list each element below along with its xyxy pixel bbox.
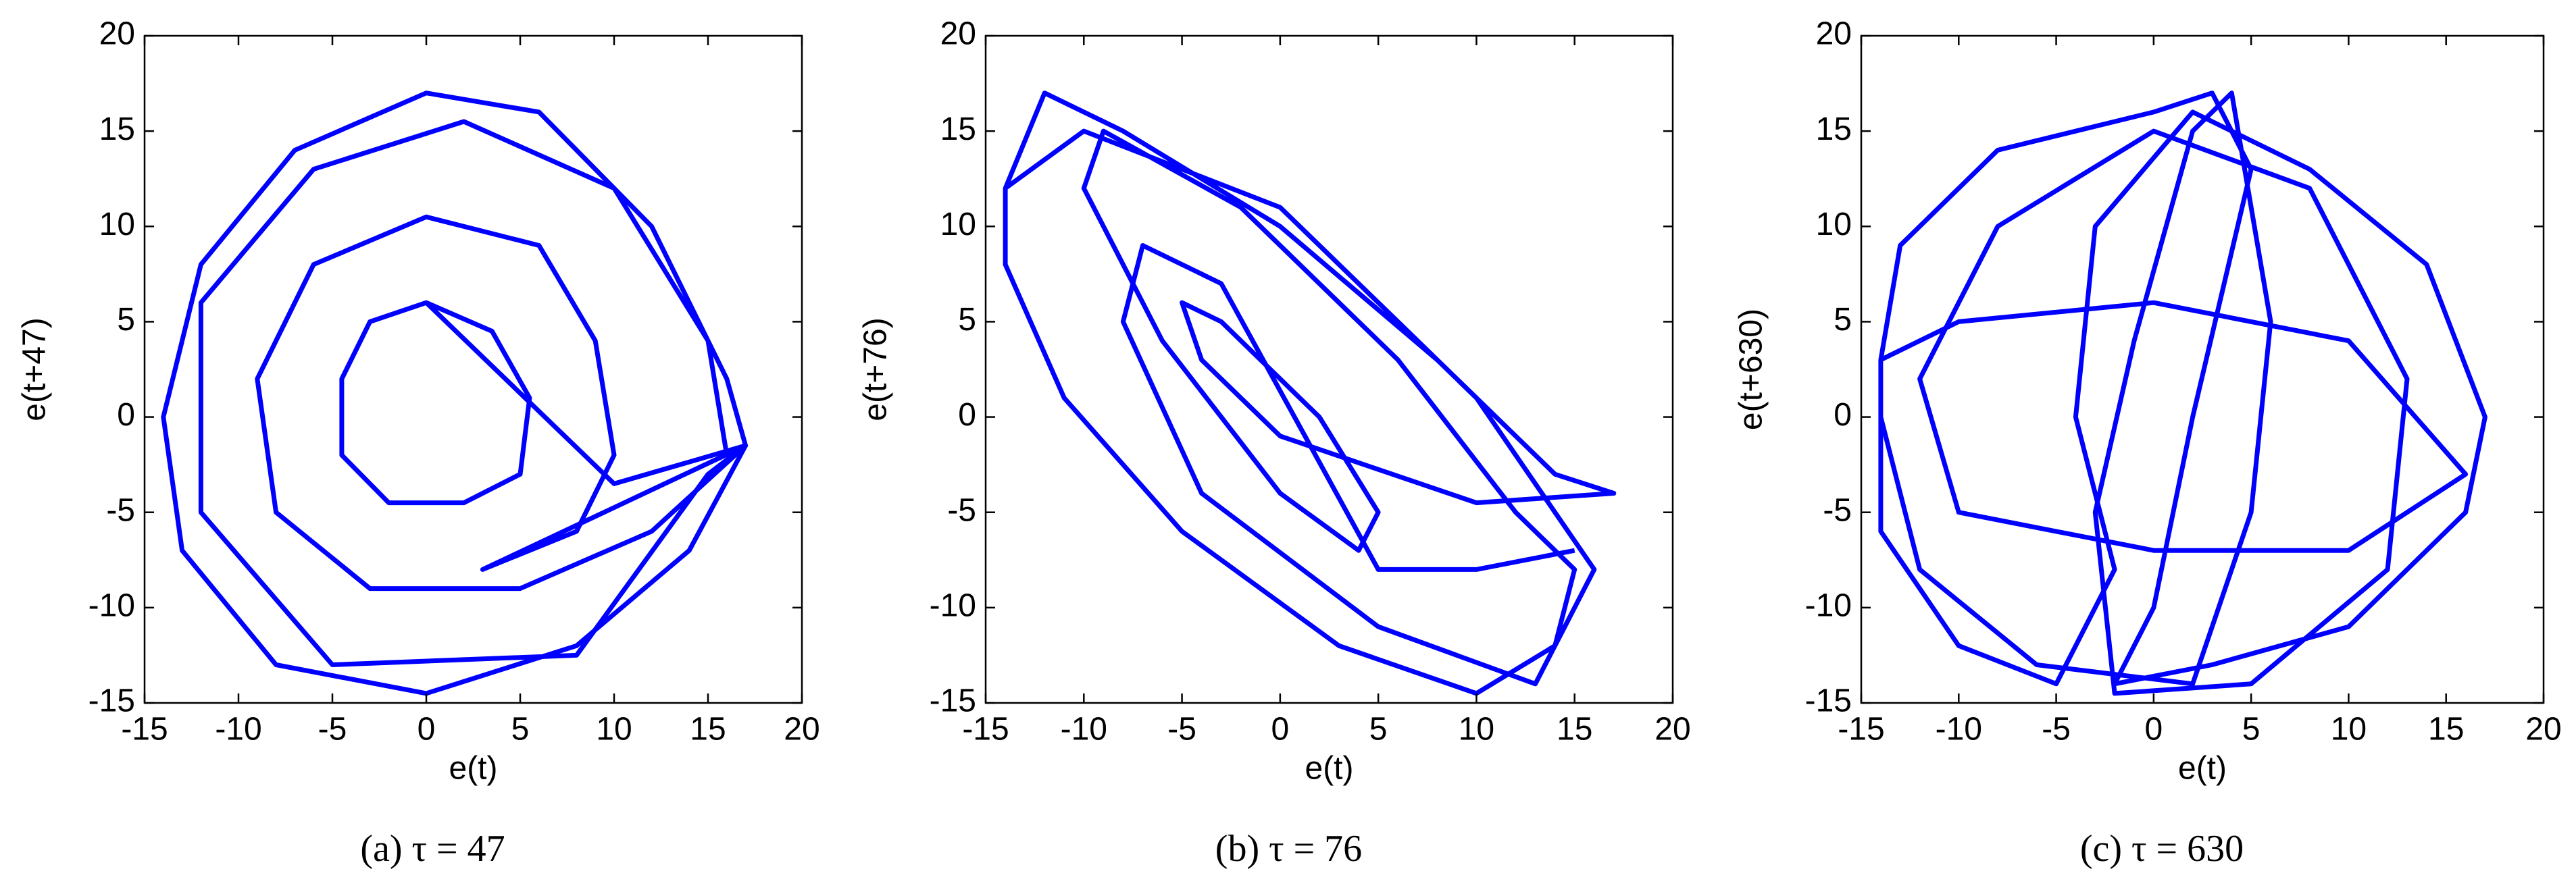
y-tick-label: 20: [99, 16, 135, 52]
x-tick-label: -10: [215, 712, 261, 747]
y-tick-label: 10: [99, 207, 135, 242]
x-tick-label: -5: [1167, 712, 1196, 747]
caption: (c) τ = 630: [2080, 828, 2244, 870]
axes-frame: [1860, 34, 2545, 704]
x-tick-label: 15: [2428, 712, 2464, 747]
y-tick-label: -15: [930, 683, 976, 719]
y-tick-label: 0: [117, 397, 135, 433]
y-tick-label: 0: [1834, 397, 1852, 433]
x-tick-label: 5: [1369, 712, 1388, 747]
x-tick-label: 5: [2242, 712, 2261, 747]
x-tick-label: -15: [1838, 712, 1884, 747]
axes-frame: [143, 34, 803, 704]
y-tick-label: 20: [940, 16, 976, 52]
x-tick-label: 20: [1655, 712, 1690, 747]
y-tick-label: 10: [940, 207, 976, 242]
x-tick-label: 10: [2331, 712, 2367, 747]
x-tick-label: -15: [962, 712, 1009, 747]
y-tick-label: 0: [958, 397, 976, 433]
y-axis-label: e(t+76): [858, 317, 894, 421]
y-tick-label: 15: [940, 111, 976, 147]
y-tick-label: -5: [947, 492, 976, 528]
y-tick-label: -10: [1805, 588, 1852, 624]
x-tick-label: 10: [1459, 712, 1494, 747]
x-tick-label: -15: [121, 712, 168, 747]
plot-area: [1878, 90, 2487, 696]
trajectory: [161, 90, 749, 696]
y-tick-label: -5: [1823, 492, 1852, 528]
y-tick-label: 20: [1816, 16, 1852, 52]
x-tick-label: -10: [1061, 712, 1107, 747]
x-axis-label: e(t): [1305, 751, 1354, 787]
caption: (b) τ = 76: [1215, 828, 1362, 870]
x-tick-label: 20: [784, 712, 819, 747]
y-tick-label: 10: [1816, 207, 1852, 242]
panel: -15 -10 -5 0 5 10 15 20 -15 -10 -5 0 5 10 15 20 e(t) e(t+…: [17, 16, 820, 870]
x-tick-label: 5: [511, 712, 530, 747]
x-tick-label: 0: [1271, 712, 1290, 747]
x-tick-label: 15: [690, 712, 726, 747]
x-tick-label: 0: [2145, 712, 2163, 747]
y-tick-label: -5: [106, 492, 135, 528]
plot-area: [161, 90, 749, 696]
x-tick-label: 20: [2525, 712, 2561, 747]
x-tick-label: -5: [2042, 712, 2071, 747]
y-axis-label: e(t+630): [1734, 309, 1769, 430]
plot-area: [1003, 90, 1617, 696]
caption: (a) τ = 47: [360, 828, 505, 870]
trajectory: [1878, 90, 2487, 696]
y-tick-label: -15: [1805, 683, 1852, 719]
y-tick-label: 15: [1816, 111, 1852, 147]
y-tick-label: 15: [99, 111, 135, 147]
y-tick-label: 5: [958, 302, 976, 338]
panel: -15 -10 -5 0 5 10 15 20 -15 -10 -5 0 5 10 15 20 e(t) e(t+…: [1734, 16, 2562, 870]
axes-frame: [984, 34, 1674, 704]
y-axis-label: e(t+47): [17, 317, 53, 421]
y-tick-label: -15: [89, 683, 135, 719]
y-tick-label: 5: [1834, 302, 1852, 338]
x-axis-label: e(t): [449, 751, 498, 787]
x-axis-label: e(t): [2178, 751, 2227, 787]
y-tick-label: -10: [930, 588, 976, 624]
x-tick-label: -10: [1936, 712, 1982, 747]
trajectory: [1003, 90, 1617, 696]
x-tick-label: -5: [318, 712, 347, 747]
panel: -15 -10 -5 0 5 10 15 20 -15 -10 -5 0 5 10 15 20 e(t) e(t+…: [858, 16, 1691, 870]
x-tick-label: 15: [1557, 712, 1592, 747]
y-tick-label: -10: [89, 588, 135, 624]
y-tick-label: 5: [117, 302, 135, 338]
x-tick-label: 10: [596, 712, 632, 747]
x-tick-label: 0: [418, 712, 436, 747]
